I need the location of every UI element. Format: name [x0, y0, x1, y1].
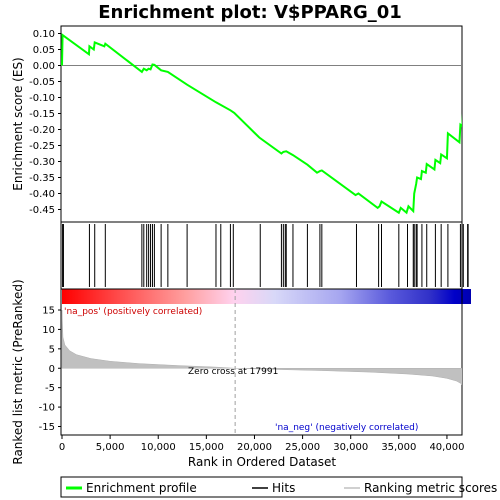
x-tick-label: 20,000: [237, 442, 272, 453]
legend-box: [60, 476, 463, 498]
metric-tick-label: 5: [49, 344, 55, 355]
metric-panel: [60, 288, 463, 436]
pos-label: 'na_pos' (positively correlated): [64, 307, 202, 317]
metric-axis-label: Ranked list metric (PreRanked): [11, 279, 25, 464]
metric-axis-ticks: 15 10 5 0 -5 -10 -15: [39, 306, 61, 433]
hit-marks: [62, 224, 469, 287]
zero-cross-label: Zero cross at 17991: [188, 367, 278, 377]
es-tick-label: -0.25: [29, 141, 55, 152]
es-tick-label: -0.05: [29, 77, 55, 88]
x-tick-label: 10,000: [141, 442, 176, 453]
es-axis-ticks: 0.10 0.05 0.00 -0.05 -0.10 -0.15 -0.20 -0.25 -0.…: [29, 29, 61, 216]
metric-tick-label: 0: [49, 364, 55, 375]
x-tick-label: 35,000: [381, 442, 416, 453]
x-tick-label: 25,000: [285, 442, 320, 453]
chart-title: Enrichment plot: V$PPARG_01: [98, 2, 402, 23]
es-tick-label: 0.00: [33, 61, 55, 72]
x-axis-ticks: 0 5,000 10,000 15,000 20,000 25,000 30,000 35,0…: [59, 435, 464, 453]
es-axis-label: Enrichment score (ES): [11, 57, 25, 190]
x-tick-label: 5,000: [96, 442, 125, 453]
es-tick-label: -0.45: [29, 205, 55, 216]
es-tick-label: 0.05: [33, 45, 55, 56]
legend: Enrichment profile Hits Ranking metric sco…: [66, 481, 497, 495]
metric-tick-label: 10: [42, 325, 55, 336]
x-tick-label: 0: [59, 442, 65, 453]
legend-label: Hits: [272, 481, 295, 495]
ranking-metric-area: [61, 309, 462, 386]
es-tick-label: -0.10: [29, 93, 55, 104]
x-tick-label: 15,000: [189, 442, 224, 453]
neg-label: 'na_neg' (negatively correlated): [275, 423, 418, 433]
hits-panel: [60, 221, 463, 290]
metric-tick-label: 15: [42, 306, 55, 317]
es-tick-label: -0.30: [29, 157, 55, 168]
metric-tick-label: -15: [39, 422, 55, 433]
x-tick-label: 30,000: [333, 442, 368, 453]
es-tick-label: -0.15: [29, 109, 55, 120]
enrichment-profile-line: [61, 33, 462, 215]
es-tick-label: 0.10: [33, 29, 55, 40]
metric-tick-label: -10: [39, 403, 55, 414]
x-axis-label: Rank in Ordered Dataset: [188, 455, 336, 469]
legend-label: Enrichment profile: [86, 481, 197, 495]
legend-label: Ranking metric scores: [364, 481, 497, 495]
es-tick-label: -0.20: [29, 125, 55, 136]
es-tick-label: -0.35: [29, 173, 55, 184]
ranking-heatmap-bar: [62, 289, 471, 304]
es-panel: [60, 25, 463, 223]
metric-tick-label: -5: [45, 383, 55, 394]
es-tick-label: -0.40: [29, 189, 55, 200]
x-tick-label: 40,000: [429, 442, 464, 453]
